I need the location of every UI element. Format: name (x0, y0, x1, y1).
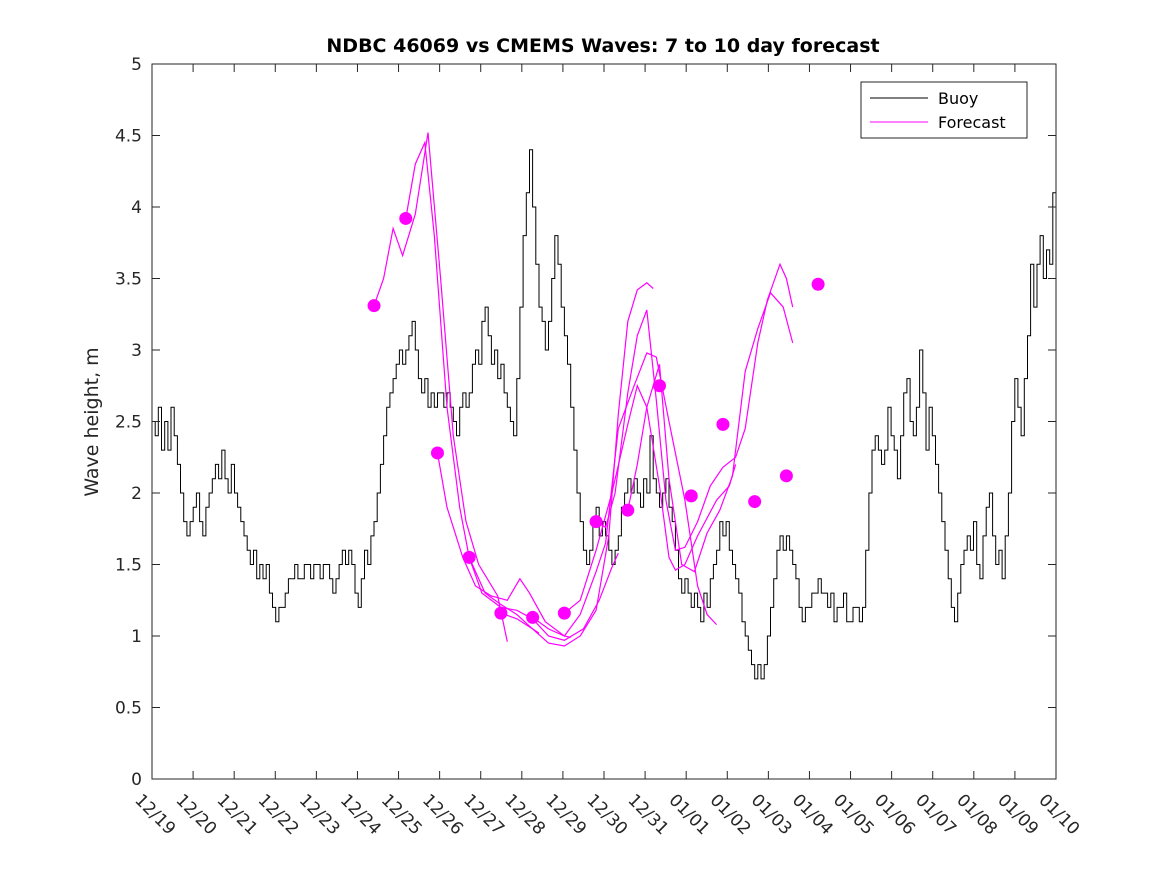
x-tick-label: 01/01 (665, 790, 714, 839)
forecast-marker (716, 417, 730, 431)
x-tick-label: 12/27 (459, 790, 508, 839)
forecast-line (500, 282, 654, 647)
forecast-line (373, 132, 508, 642)
y-tick-label: 2.5 (115, 413, 142, 433)
forecast-marker (367, 299, 381, 313)
x-tick-label: 12/24 (336, 790, 385, 839)
x-tick-label: 01/05 (829, 790, 878, 839)
x-tick-label: 01/09 (993, 790, 1042, 839)
x-tick-label: 12/28 (500, 790, 549, 839)
x-tick-label: 12/22 (254, 790, 303, 839)
forecast-marker (811, 277, 825, 291)
forecast-marker (779, 469, 793, 483)
x-tick-label: 12/29 (541, 790, 590, 839)
x-tick-label: 01/07 (911, 790, 960, 839)
forecast-marker (748, 495, 762, 509)
marker-area (367, 211, 825, 624)
chart-title: NDBC 46069 vs CMEMS Waves: 7 to 10 day f… (326, 35, 879, 57)
forecast-marker (589, 515, 603, 529)
x-tick-label: 01/04 (788, 790, 837, 839)
y-tick-label: 4 (131, 198, 142, 218)
y-tick-label: 5 (131, 55, 142, 75)
legend: Buoy Forecast (860, 81, 1028, 139)
forecast-marker (462, 550, 476, 564)
y-tick-label: 0 (131, 770, 142, 790)
legend-box (860, 81, 1028, 139)
y-tick-label: 1.5 (115, 556, 142, 576)
y-tick-label: 1 (131, 627, 142, 647)
x-tick-label: 12/26 (418, 790, 467, 839)
x-tick-label: 01/03 (747, 790, 796, 839)
x-tick-label: 12/21 (213, 790, 262, 839)
forecast-marker (557, 606, 571, 620)
forecast-marker (684, 489, 698, 503)
y-tick-label: 2 (131, 484, 142, 504)
x-tick-label: 12/20 (172, 790, 221, 839)
x-tick-label: 01/10 (1034, 790, 1083, 839)
forecast-marker (494, 606, 508, 620)
buoy-line (152, 149, 1057, 680)
x-tick-label: 12/25 (377, 790, 426, 839)
forecast-line (627, 291, 794, 573)
plot-border (151, 63, 1057, 780)
x-tick-label: 12/19 (130, 790, 179, 839)
forecast-marker (621, 503, 635, 517)
legend-forecast-label: Forecast (938, 113, 1006, 132)
forecast-marker (430, 446, 444, 460)
y-tick-label: 4.5 (115, 127, 142, 147)
forecast-line (468, 552, 619, 641)
x-tick-label: 01/02 (706, 790, 755, 839)
x-tick-label: 12/23 (295, 790, 344, 839)
forecast-line (564, 383, 737, 614)
forecast-marker (526, 610, 540, 624)
forecast-marker (399, 211, 413, 225)
forecast-marker (653, 379, 667, 393)
y-tick-label: 0.5 (115, 699, 142, 719)
plot-frame (151, 63, 1057, 780)
forecast-line (405, 140, 540, 634)
y-axis-label: Wave height, m (81, 347, 103, 496)
series-area (152, 132, 1057, 680)
legend-buoy-label: Buoy (938, 89, 978, 108)
x-tick-label: 01/08 (952, 790, 1001, 839)
forecast-line (532, 352, 718, 637)
x-tick-label: 12/30 (582, 790, 631, 839)
y-tick-label: 3 (131, 341, 142, 361)
tick-labels: 00.511.522.533.544.5512/1912/2012/2112/2… (115, 55, 1083, 839)
x-tick-label: 12/31 (624, 790, 673, 839)
y-tick-label: 3.5 (115, 270, 142, 290)
forecast-line (436, 452, 571, 638)
x-tick-label: 01/06 (870, 790, 919, 839)
